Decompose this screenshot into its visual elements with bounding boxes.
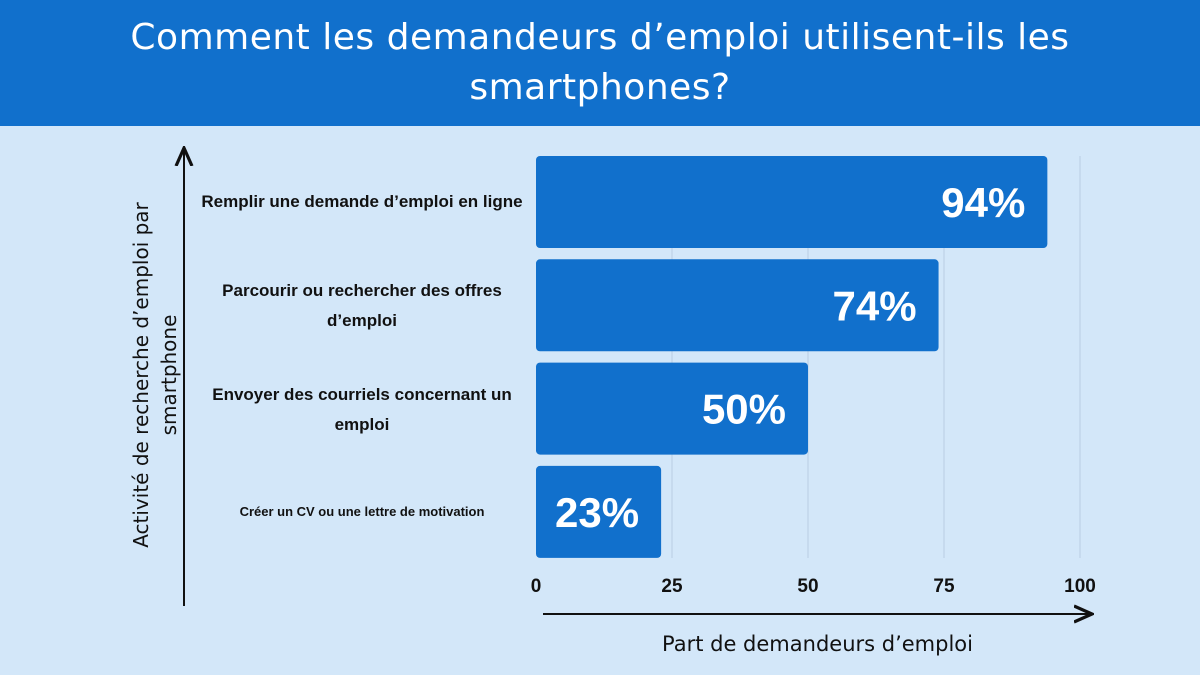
data-label: 94% — [941, 179, 1025, 226]
x-tick-label: 75 — [933, 576, 955, 597]
x-axis-label: Part de demandeurs d’emploi — [662, 632, 973, 656]
bar — [536, 362, 808, 455]
category-label: Parcourir ou rechercher des offres d’emp… — [222, 280, 502, 330]
data-label: 50% — [702, 386, 786, 433]
title-banner: Comment les demandeurs d’emploi utilisen… — [0, 0, 1200, 126]
category-label: Remplir une demande d’emploi en ligne — [201, 192, 523, 211]
chart-title: Comment les demandeurs d’emploi utilisen… — [130, 17, 1070, 108]
x-tick-label: 50 — [797, 576, 818, 597]
data-label: 23% — [555, 489, 639, 536]
x-tick-label: 100 — [1064, 576, 1096, 597]
category-label: Envoyer des courriels concernant un empl… — [212, 384, 512, 434]
x-tick-label: 25 — [661, 576, 683, 597]
bar — [536, 156, 1048, 248]
data-label: 74% — [832, 282, 916, 329]
x-tick-label: 0 — [531, 576, 542, 597]
bar — [536, 259, 939, 352]
category-label: Créer un CV ou une lettre de motivation — [239, 504, 485, 519]
bar — [536, 465, 662, 558]
